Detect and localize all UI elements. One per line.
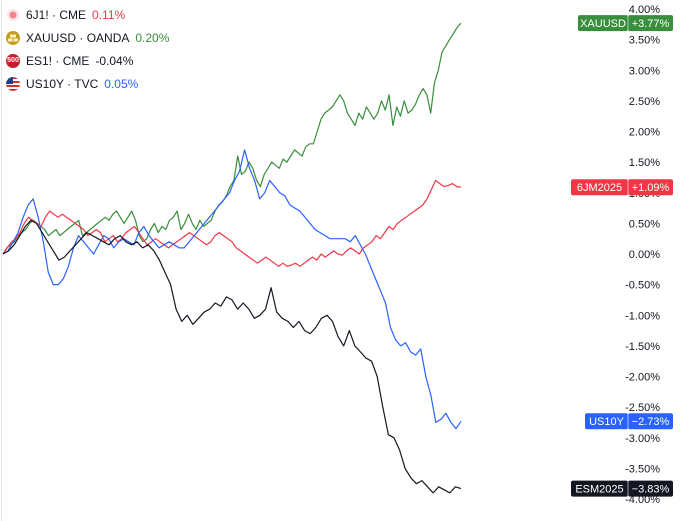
price-tag-value: +1.09%: [632, 182, 670, 194]
series-line-esm2025[interactable]: [2, 219, 462, 494]
price-tag-label-box: [585, 413, 628, 430]
legend-symbol: US10Y · TVC: [26, 76, 99, 91]
y-tick-label: 0.50%: [629, 218, 660, 230]
legend-change: 0.05%: [104, 76, 139, 91]
legend-item-6j1[interactable]: 6J1! · CME 0.11%: [6, 5, 169, 24]
legend-change: 0.20%: [135, 30, 170, 45]
legend-item-xauusd[interactable]: XAUUSD · OANDA 0.20%: [6, 28, 169, 47]
legend-change: 0.11%: [92, 7, 126, 22]
price-tag-6jm2025: 6JM2025 +1.09%: [571, 179, 673, 196]
series-line-6jm2025[interactable]: [2, 179, 462, 267]
y-tick-label: -0.50%: [625, 280, 660, 292]
y-tick-label: -2.50%: [625, 402, 660, 414]
y-tick-label: -3.00%: [625, 433, 660, 445]
red-dot-icon: [6, 8, 20, 22]
gold-bars-icon: [6, 30, 20, 45]
y-tick-label: 0.00%: [629, 249, 660, 261]
price-tag-symbol: 6JM2025: [577, 182, 622, 194]
legend: 6J1! · CME 0.11% XAUUSD · OANDA 0.20% 50…: [6, 5, 169, 97]
price-tag-value: −3.83%: [632, 484, 670, 496]
price-tag-label-box: [571, 480, 628, 497]
price-tag-value-box: [628, 179, 673, 196]
price-tag-us10y: US10Y −2.73%: [585, 413, 673, 430]
series-line-us10y[interactable]: [2, 149, 462, 430]
legend-symbol: XAUUSD · OANDA: [26, 30, 130, 45]
price-tag-value-box: [628, 413, 673, 430]
y-tick-label: 3.00%: [629, 65, 660, 77]
y-tick-label: -2.00%: [625, 372, 660, 384]
series-line-xauusd[interactable]: [2, 22, 462, 255]
price-tag-value-box: [628, 15, 673, 32]
price-tag-value-box: [628, 480, 673, 497]
y-tick-label: 2.50%: [629, 96, 660, 108]
legend-change: -0.04%: [95, 53, 134, 68]
price-tag-value: −2.73%: [632, 416, 670, 428]
series-layer: [2, 22, 462, 494]
y-tick-label: 2.00%: [629, 127, 660, 139]
price-tag-symbol: XAUUSD: [580, 18, 626, 30]
price-tag-symbol: ESM2025: [575, 484, 623, 496]
us-flag-icon: [6, 76, 20, 91]
sp500-badge-icon: 500: [6, 53, 20, 68]
price-axis[interactable]: 4.00%3.50%3.00%2.50%2.00%1.50%1.00%0.50%…: [625, 4, 660, 506]
legend-symbol: 6J1! · CME: [26, 7, 87, 22]
y-tick-label: -1.00%: [625, 310, 660, 322]
y-tick-label: -3.50%: [625, 463, 660, 475]
legend-item-us10y[interactable]: US10Y · TVC 0.05%: [6, 74, 169, 93]
y-tick-label: -1.50%: [625, 341, 660, 353]
price-tag-value: +3.77%: [632, 18, 670, 30]
price-tag-symbol: US10Y: [589, 416, 625, 428]
y-tick-label: 1.50%: [629, 157, 660, 169]
legend-item-es1[interactable]: 500 ES1! · CME -0.04%: [6, 51, 169, 70]
y-tick-label: 3.50%: [629, 35, 660, 47]
y-tick-label: 4.00%: [629, 4, 660, 16]
price-tag-esm2025: ESM2025 −3.83%: [571, 480, 673, 497]
price-tag-label-box: [571, 179, 628, 196]
price-tag-xauusd: XAUUSD +3.77%: [578, 15, 673, 32]
legend-symbol: ES1! · CME: [26, 53, 90, 68]
y-tick-label: -4.00%: [625, 494, 660, 506]
price-tag-label-box: [578, 15, 628, 32]
price-tags: XAUUSD +3.77% 6JM2025 +1.09% US10Y −2.73% ESM2…: [571, 15, 673, 497]
